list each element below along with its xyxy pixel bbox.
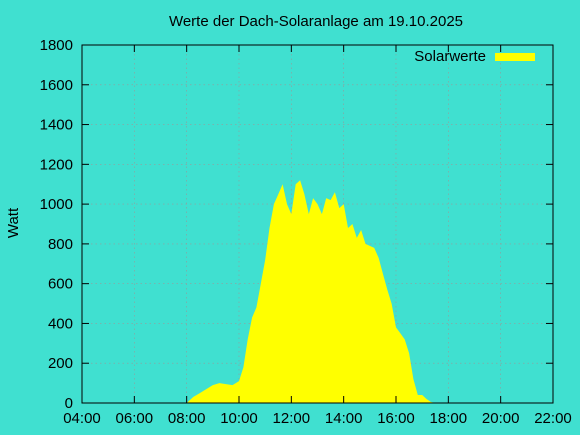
x-tick-label: 18:00 [430,410,468,427]
x-tick-label: 20:00 [482,410,520,427]
x-tick-label: 06:00 [116,410,154,427]
legend-label-solarwerte: Solarwerte [414,48,486,65]
x-tick-label: 10:00 [220,410,258,427]
axis-ticks [81,44,554,404]
y-tick-label: 1800 [40,37,73,54]
plot-frame [81,44,554,404]
y-tick-label: 1000 [40,196,73,213]
x-tick-label: 08:00 [168,410,206,427]
y-tick-label: 600 [48,276,73,293]
y-tick-label: 400 [48,315,73,332]
series-area-solarwerte [186,180,440,403]
legend: Solarwerte [414,48,535,65]
y-tick-labels: 0 200 400 600 800 1000 1200 1400 1600 1800 [40,37,73,412]
x-tick-label: 12:00 [273,410,311,427]
x-tick-label: 14:00 [325,410,363,427]
y-tick-label: 200 [48,355,73,372]
y-tick-label: 1600 [40,77,73,94]
y-tick-label: 1200 [40,156,73,173]
y-tick-label: 800 [48,236,73,253]
y-axis-label: Watt [5,207,22,238]
y-tick-label: 1400 [40,117,73,134]
x-tick-label: 22:00 [534,410,572,427]
y-tick-label: 0 [65,395,73,412]
x-tick-label: 04:00 [63,410,101,427]
legend-swatch-solarwerte [495,53,535,61]
x-tick-labels: 04:00 06:00 08:00 10:00 12:00 14:00 16:00 18:00… [63,410,572,427]
x-tick-label: 16:00 [377,410,415,427]
chart-title: Werte der Dach-Solaranlage am 19.10.2025 [169,13,463,30]
